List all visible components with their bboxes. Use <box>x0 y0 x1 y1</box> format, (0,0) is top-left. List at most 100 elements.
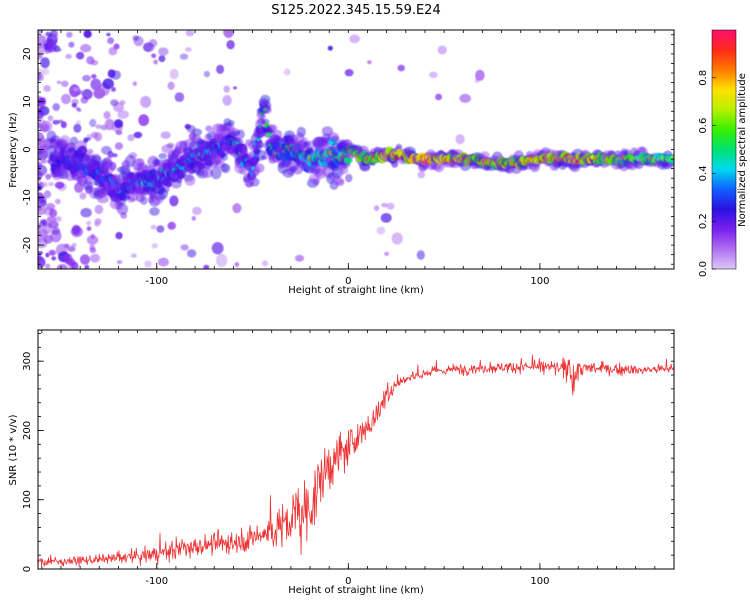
heatmap-cell-93 <box>381 202 388 208</box>
heatmap-cell-260 <box>61 93 71 105</box>
y-tick-label: -10 <box>22 189 33 205</box>
heatmap-cell-1009 <box>249 175 257 181</box>
heatmap-cell-224 <box>38 34 47 45</box>
heatmap-cell-187 <box>95 124 102 129</box>
heatmap-cell-282 <box>262 260 268 267</box>
heatmap-cell-907 <box>221 163 231 174</box>
heatmap-cell-22 <box>116 260 123 264</box>
heatmap-cell-284 <box>81 89 93 100</box>
heatmap-cell-160 <box>94 204 104 215</box>
heatmap-cell-227 <box>144 260 152 268</box>
heatmap-cell-239 <box>112 153 118 158</box>
heatmap-cell-195 <box>110 99 119 107</box>
heatmap-cell-100 <box>79 254 91 265</box>
y-tick-label: 300 <box>22 352 33 371</box>
heatmap-cell-188 <box>180 244 189 251</box>
heatmap-cell-238 <box>327 45 333 51</box>
heatmap-cell-1059 <box>266 132 272 137</box>
heatmap-cell-978 <box>241 149 249 156</box>
heatmap-cell-706 <box>166 142 175 149</box>
heatmap-cell-174 <box>376 226 386 235</box>
heatmap-cell-202 <box>211 242 224 255</box>
heatmap-cell-83 <box>45 252 50 258</box>
heatmap-cell-219 <box>53 45 61 53</box>
heatmap-cell-1025 <box>255 140 264 148</box>
heatmap-cell-158 <box>179 53 189 60</box>
heatmap-cell-163 <box>68 41 75 48</box>
heatmap-cell-16 <box>391 232 403 245</box>
heatmap-cell-180 <box>474 77 480 84</box>
spectrogram-x-ticks: -100 0 100 <box>41 30 675 287</box>
heatmap-cell-265 <box>71 103 77 108</box>
heatmap-cell-852 <box>205 125 213 132</box>
snr-chart: -100 0 100 0 100 200 300 Height of straight l… <box>8 329 675 596</box>
heatmap-cell-264 <box>86 220 92 226</box>
heatmap-cell-199 <box>132 81 137 87</box>
heatmap-cell-1069 <box>269 124 278 133</box>
heatmap-cell-268 <box>158 47 169 56</box>
heatmap-cell-499 <box>103 164 114 175</box>
heatmap-cell-64 <box>294 254 305 262</box>
heatmap-cell-1038 <box>259 113 266 120</box>
heatmap-cell-26 <box>386 202 395 210</box>
colorbar-gradient <box>711 29 737 270</box>
heatmap-cell-92 <box>169 68 179 80</box>
heatmap-cell-235 <box>374 205 380 211</box>
heatmap-cell-120 <box>349 34 360 44</box>
heatmap-cell-105 <box>232 86 238 90</box>
colorbar-tick-label: 0.2 <box>698 213 709 229</box>
heatmap-cell-237 <box>38 186 42 191</box>
heatmap-cell-140 <box>43 190 52 199</box>
heatmap-cell-197 <box>56 80 62 85</box>
x-tick-label: 100 <box>530 576 549 587</box>
x-tick-label: 0 <box>345 276 351 287</box>
heatmap-cell-255 <box>89 253 101 263</box>
heatmap-cell-153 <box>222 95 232 106</box>
heatmap-cell-1282 <box>330 135 340 143</box>
heatmap-cell-125 <box>38 254 42 263</box>
heatmap-cell-802 <box>191 128 203 136</box>
heatmap-cell-142 <box>104 118 115 131</box>
heatmap-cell-283 <box>38 161 43 170</box>
heatmap-cell-203 <box>156 225 165 233</box>
heatmap-cell-114 <box>216 64 225 74</box>
heatmap-cell-4 <box>115 231 123 240</box>
heatmap-cell-139 <box>203 70 210 78</box>
spectrogram-y-ticks: -20 -10 0 10 20 <box>22 34 674 265</box>
heatmap-cell-233 <box>38 212 41 218</box>
heatmap-cell-1320 <box>337 165 349 175</box>
heatmap-cell-122 <box>114 142 123 150</box>
heatmap-cell-432 <box>86 148 94 155</box>
heatmap-cell-697 <box>161 185 170 193</box>
heatmap-cell-292 <box>76 120 81 125</box>
heatmap-cell-286 <box>38 133 45 144</box>
heatmap-cell-280 <box>93 87 104 99</box>
heatmap-cell-544 <box>116 203 129 215</box>
heatmap-cell-263 <box>46 216 57 224</box>
heatmap-cell-184 <box>106 32 111 37</box>
heatmap-cell-103 <box>67 246 76 252</box>
heatmap-cell-752 <box>177 171 185 180</box>
heatmap-cell-1225 <box>313 178 320 186</box>
heatmap-cell-43 <box>56 264 68 269</box>
snr-y-ticks: 0 100 200 300 <box>22 333 674 572</box>
heatmap-cell-297 <box>89 244 95 251</box>
heatmap-cell-96 <box>459 93 472 103</box>
heatmap-cell-78 <box>45 31 52 37</box>
heatmap-cell-13 <box>91 74 97 79</box>
y-tick-label: 100 <box>22 490 33 509</box>
heatmap-cell-119 <box>42 68 50 75</box>
heatmap-cell-273 <box>38 95 44 107</box>
heatmap-cell-129 <box>89 118 97 128</box>
heatmap-cell-51 <box>127 134 135 142</box>
heatmap-cell-42 <box>344 69 354 77</box>
y-tick-label: -20 <box>22 237 33 253</box>
heatmap-cell-91 <box>54 181 65 189</box>
heatmap-cell-611 <box>135 195 145 203</box>
x-tick-label: -100 <box>145 276 168 287</box>
heatmap-cell-23 <box>455 134 465 145</box>
heatmap-cell-106 <box>43 85 51 92</box>
heatmap-cell-497 <box>101 145 112 155</box>
heatmap-cell-230 <box>158 55 166 63</box>
heatmap-cell-162 <box>215 253 228 267</box>
